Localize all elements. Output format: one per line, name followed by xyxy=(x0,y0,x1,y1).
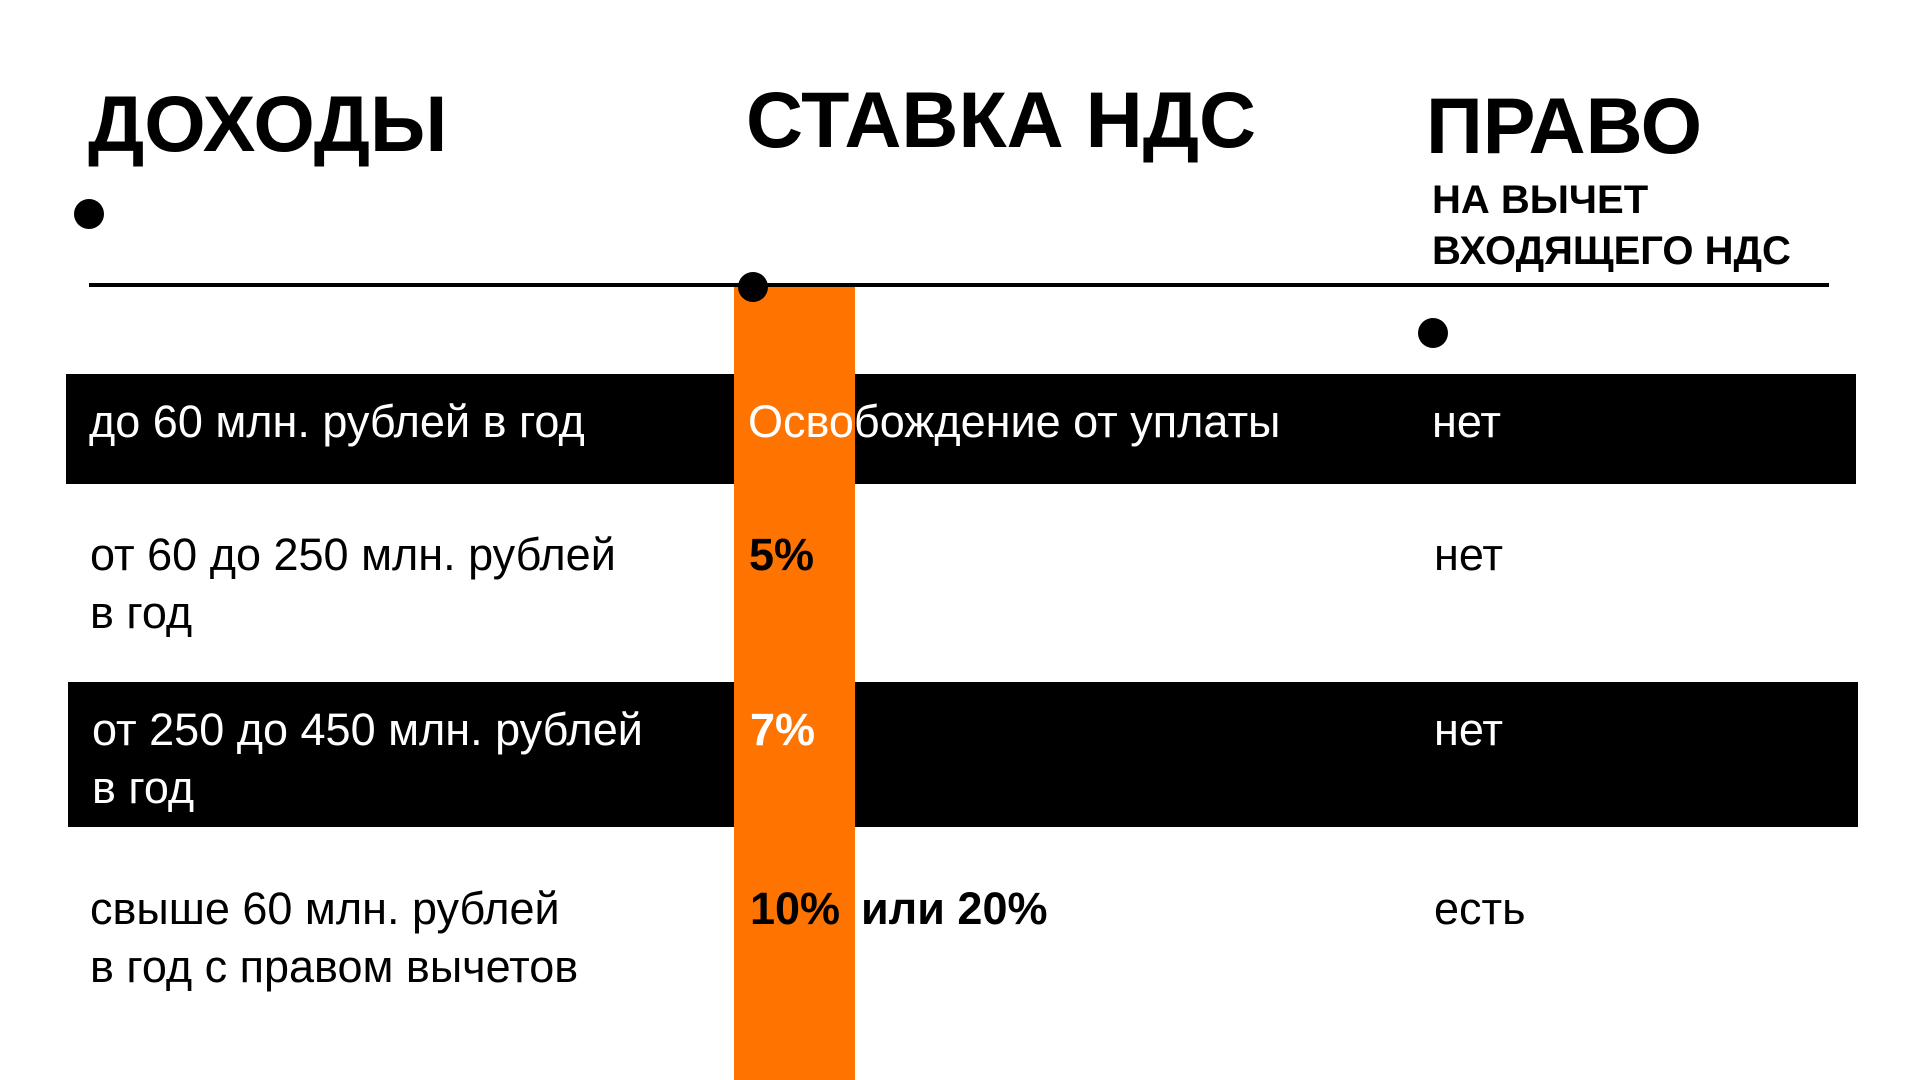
deduction-header-subtitle-line1: НА ВЫЧЕТ xyxy=(1432,178,1649,222)
vat-rate-cell: Освобождение от уплаты xyxy=(748,396,1281,447)
deduction-cell: есть xyxy=(1434,883,1526,934)
vat-rate-alternative-cell: или 20% xyxy=(861,883,1048,934)
table-row-band xyxy=(66,374,1856,484)
vat-rate-cell: 5% xyxy=(749,529,815,580)
deduction-cell: нет xyxy=(1434,704,1503,755)
income-bullet-dot xyxy=(74,199,104,229)
vat-rate-column-header: СТАВКА НДС xyxy=(746,75,1257,164)
income-cell-line2: в год с правом вычетов xyxy=(90,941,579,992)
deduction-right-column-header: ПРАВО xyxy=(1426,81,1703,170)
income-cell-line2: в год xyxy=(90,587,193,638)
vat-rate-bullet-dot xyxy=(738,272,768,302)
deduction-header-subtitle-line2: ВХОДЯЩЕГО НДС xyxy=(1432,229,1791,273)
accent-stripe xyxy=(734,286,855,1080)
deduction-bullet-dot xyxy=(1418,318,1448,348)
table-row-band xyxy=(66,484,1856,682)
income-cell: от 60 до 250 млн. рублей xyxy=(90,529,616,580)
header-divider xyxy=(89,283,1829,287)
income-cell: свыше 60 млн. рублей xyxy=(90,883,560,934)
vat-rate-cell: 7% xyxy=(750,704,816,755)
table-row-band xyxy=(66,827,1856,1080)
income-cell: до 60 млн. рублей в год xyxy=(89,396,585,447)
income-column-header: ДОХОДЫ xyxy=(88,79,448,168)
deduction-cell: нет xyxy=(1432,396,1501,447)
table-row-band xyxy=(68,682,1858,827)
vat-rate-cell: 10% xyxy=(750,883,841,934)
income-cell: от 250 до 450 млн. рублей xyxy=(92,704,643,755)
income-cell-line2: в год xyxy=(92,762,195,813)
deduction-cell: нет xyxy=(1434,529,1503,580)
